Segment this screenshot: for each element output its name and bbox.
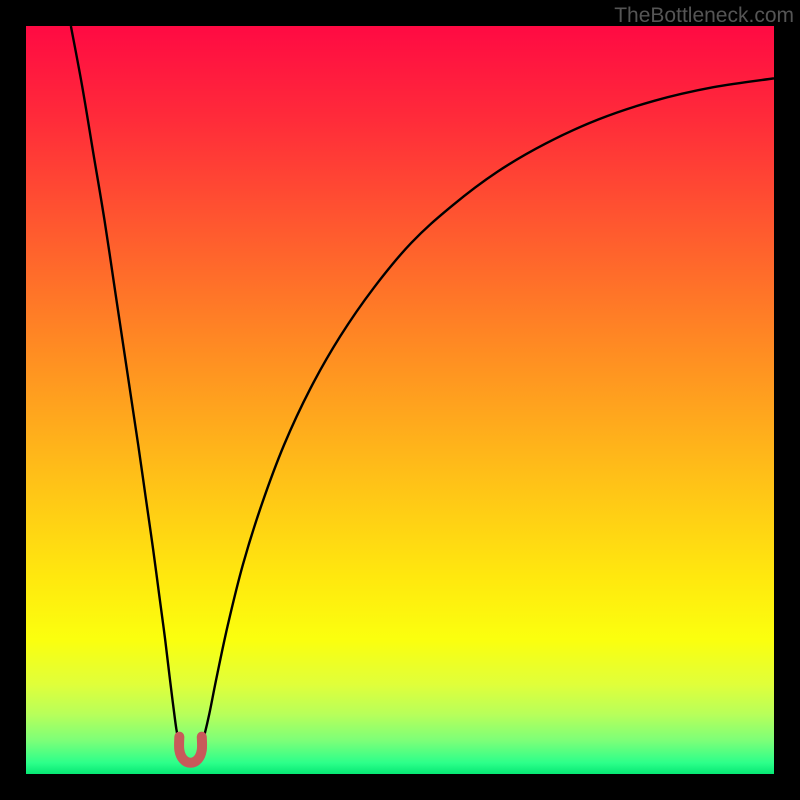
gradient-background <box>26 26 774 774</box>
plot-area <box>26 26 774 774</box>
watermark-text: TheBottleneck.com <box>614 4 794 28</box>
